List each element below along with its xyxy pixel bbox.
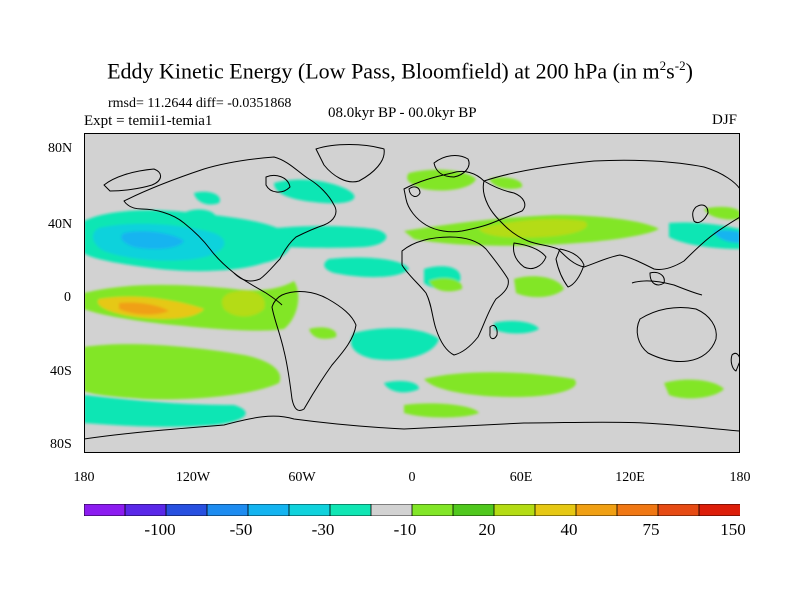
cbar-label-150: 150 [720,520,746,539]
lat-label-80s: 80S [50,437,72,452]
north-atlantic-small-pos [489,177,523,189]
tasman-positive [664,379,724,399]
cbar-label-75: 75 [642,520,660,539]
lat-label-eq: 0 [64,290,71,305]
pacific-coast-negative [194,191,220,205]
africa-coast [401,236,509,356]
colorbar-swatch-2 [165,504,208,516]
british-isles [408,186,421,197]
south-america-coast [271,291,357,412]
colorbar-swatch-6 [329,504,372,516]
map-frame [84,133,740,453]
south-pacific-small-pos [309,327,337,339]
asia-jet-positive [479,219,588,238]
southern-ocean-positive [404,403,479,418]
indian-ocean-positive [514,276,564,298]
atlantic-negative-mid [324,257,409,278]
lat-label-40s: 40S [50,364,72,379]
lon-label-0: 0 [408,470,416,485]
japan-coast [692,204,709,224]
cbar-label-20: 20 [478,520,496,539]
east-asia-negative [669,222,740,249]
borneo [649,272,665,286]
colorbar [84,504,740,516]
rmsd-stats: rmsd= 11.2644 diff= -0.0351868 [108,96,292,111]
madagascar [489,324,498,340]
indonesia-coast [631,280,703,296]
colorbar-swatch-0 [84,504,126,516]
lon-label-180e: 180 [729,470,751,485]
africa-positive [429,278,463,292]
colorbar-swatch-3 [206,504,249,516]
coastlines [84,144,740,440]
experiment-label: Expt = temii1-temia1 [84,113,213,129]
lon-label-120e: 120E [615,470,645,485]
europe-coast [403,170,526,233]
asia-coast [482,159,740,270]
colorbar-swatch-15 [698,504,740,516]
cbar-label-neg100: -100 [144,520,176,539]
north-america-negative [274,179,355,204]
east-pacific-core [221,290,265,317]
indian-ocean-negative [494,321,539,334]
colorbar-swatch-5 [288,504,331,516]
colorbar-swatch-1 [124,504,167,516]
india-coast [555,248,585,288]
colorbar-swatch-10 [493,504,536,516]
cbar-label-neg30: -30 [311,520,335,539]
season-label: DJF [712,112,738,128]
colorbar-swatch-11 [534,504,577,516]
east-asia-neg-core [714,230,740,243]
arabia-coast [513,242,547,270]
colorbar-swatch-7 [370,504,413,516]
greenland-coast [315,144,385,183]
eke-map [84,133,740,453]
lon-label-120w: 120W [175,470,211,485]
colorbar-swatch-14 [657,504,700,516]
antarctica-coast [84,415,740,440]
atlantic-negative-band [229,226,387,248]
colorbar-swatch-8 [411,504,454,516]
lon-label-60e: 60E [509,470,533,485]
colorbar-swatch-13 [616,504,659,516]
period-label: 08.0kyr BP - 00.0kyr BP [328,105,477,121]
lat-label-80n: 80N [48,141,73,156]
hudson-bay [265,174,291,193]
alaska-coast [103,168,161,192]
colorbar-swatch-4 [247,504,290,516]
japan-positive [704,206,740,220]
australia-coast [636,306,717,362]
pacific-negative-center [121,231,184,249]
north-america-coast [123,156,337,282]
colorbar-swatch-12 [575,504,618,516]
central-america [233,272,283,306]
new-zealand [730,352,740,372]
cbar-label-neg10: -10 [393,520,417,539]
pacific-small-negative [184,209,216,222]
lon-label-60w: 60W [288,470,316,485]
cbar-label-neg50: -50 [229,520,253,539]
scandinavia-coast [433,155,470,178]
colorbar-swatch-9 [452,504,495,516]
chart-title: Eddy Kinetic Energy (Low Pass, Bloomfiel… [107,58,693,84]
lat-label-40n: 40N [48,217,73,232]
south-pacific-positive [84,344,281,400]
north-europe-positive [407,169,476,191]
lon-label-180w: 180 [73,470,95,485]
cbar-label-40: 40 [560,520,578,539]
equatorial-pacific-max [119,302,169,315]
anomaly-fields [84,169,740,427]
south-indian-negative [384,381,419,393]
south-indian-positive [424,372,576,397]
south-atlantic-negative [350,328,439,361]
southern-ocean-negative [84,395,246,427]
